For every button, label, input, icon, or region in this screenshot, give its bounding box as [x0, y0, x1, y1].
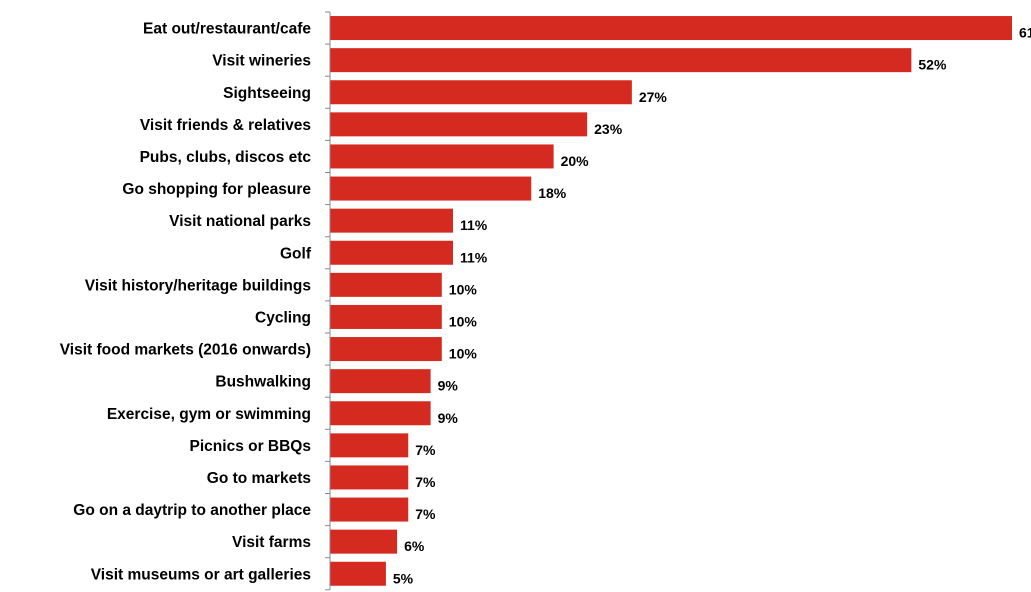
category-label: Exercise, gym or swimming [107, 406, 311, 423]
bar [330, 401, 431, 426]
value-label: 6% [404, 538, 425, 554]
value-label: 11% [460, 217, 488, 233]
value-label: 23% [594, 121, 623, 137]
category-label: Visit national parks [169, 213, 311, 230]
bars-group [330, 16, 1012, 586]
bar [330, 48, 912, 73]
bar [330, 240, 453, 265]
bar [330, 16, 1012, 41]
bar [330, 208, 453, 233]
y-axis-group [325, 11, 331, 591]
value-label: 10% [449, 346, 478, 362]
category-label: Golf [280, 245, 312, 262]
value-label: 5% [393, 570, 414, 586]
bar [330, 80, 632, 105]
bar [330, 112, 588, 137]
value-label: 10% [449, 313, 478, 329]
category-label: Visit farms [232, 534, 311, 551]
category-label: Visit wineries [212, 53, 311, 70]
value-label: 7% [415, 506, 436, 522]
bar [330, 272, 442, 297]
category-label: Go on a daytrip to another place [73, 502, 311, 519]
bar [330, 529, 398, 554]
category-label: Pubs, clubs, discos etc [140, 149, 312, 166]
category-label: Bushwalking [215, 374, 311, 391]
value-label: 11% [460, 249, 488, 265]
value-label: 27% [639, 89, 668, 105]
value-label: 18% [538, 185, 567, 201]
category-label: Go shopping for pleasure [122, 181, 311, 198]
category-labels-group: Eat out/restaurant/cafe Visit wineries Sig… [60, 21, 312, 584]
bar [330, 144, 554, 169]
category-label: Picnics or BBQs [190, 438, 311, 455]
bar [330, 337, 442, 362]
bar [330, 561, 386, 586]
value-label: 9% [438, 378, 459, 394]
category-label: Visit food markets (2016 onwards) [60, 342, 311, 359]
value-labels-group: 61%52%27%23%20%18%11%11%10%10%10%9%9%7%7… [393, 25, 1031, 587]
value-label: 9% [438, 410, 459, 426]
category-label: Visit friends & relatives [140, 117, 311, 134]
bar [330, 465, 409, 490]
value-label: 20% [561, 153, 590, 169]
category-label: Go to markets [207, 470, 311, 487]
bar [330, 176, 532, 201]
value-label: 61% [1019, 25, 1031, 41]
value-label: 7% [415, 442, 436, 458]
value-label: 10% [449, 281, 478, 297]
category-label: Visit museums or art galleries [91, 566, 311, 583]
category-label: Visit history/heritage buildings [85, 277, 311, 294]
value-label: 52% [918, 57, 947, 73]
category-label: Eat out/restaurant/cafe [143, 21, 311, 38]
bar [330, 304, 442, 329]
bar [330, 369, 431, 394]
value-label: 7% [415, 474, 436, 490]
bar [330, 433, 409, 458]
bar [330, 497, 409, 522]
category-label: Cycling [255, 309, 311, 326]
category-label: Sightseeing [223, 85, 311, 102]
